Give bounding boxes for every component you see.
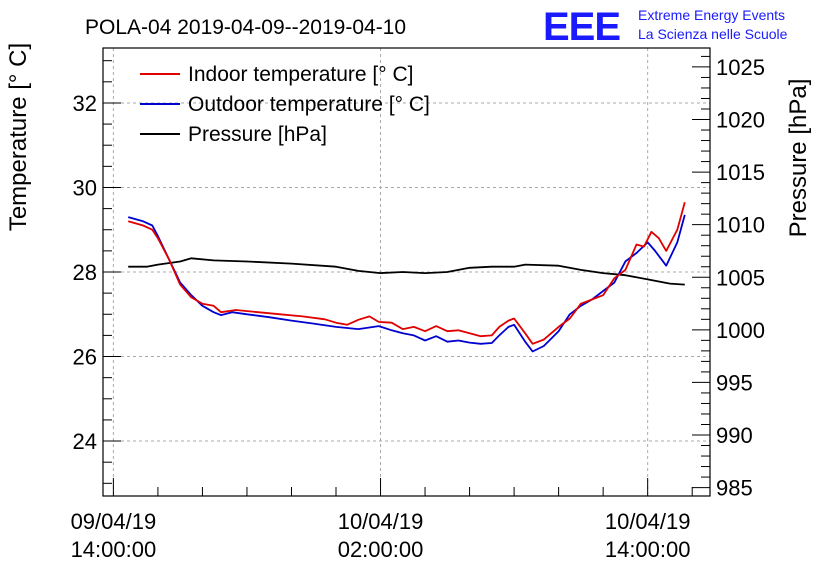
legend-label-pressure: Pressure [hPa] [188, 123, 327, 146]
y2-tick-label: 990 [716, 423, 753, 448]
y2-tick-label: 995 [716, 370, 753, 395]
x-tick-label-date: 10/04/19 [338, 509, 424, 534]
x-tick-label-time: 14:00:00 [605, 537, 691, 562]
y-tick-label: 32 [73, 91, 97, 116]
y-tick-label: 26 [73, 345, 97, 370]
axes-layer: 24 26 28 30 32 985 990 995 1000 1005 1010 1015 1020 1… [71, 55, 765, 562]
org-tagline: La Scienza nelle Scuole [638, 26, 788, 42]
eee-logo-text: EEE [543, 5, 620, 49]
y-tick-label: 28 [73, 260, 97, 285]
y2-tick-label: 1015 [716, 160, 765, 185]
y-axis-label: Temperature [° C] [5, 43, 32, 231]
y2-tick-label: 1025 [716, 55, 765, 80]
y-tick-label: 24 [73, 429, 97, 454]
series-line-indoor [127, 202, 686, 345]
y2-axis-label: Pressure [hPa] [785, 79, 812, 238]
legend-label-indoor: Indoor temperature [° C] [188, 63, 414, 86]
x-tick-label-date: 09/04/19 [71, 509, 157, 534]
series-line-pressure [128, 257, 685, 286]
series-line-outdoor [127, 214, 686, 353]
series-layer [127, 202, 686, 353]
x-tick-label-date: 10/04/19 [605, 509, 691, 534]
org-name: Extreme Energy Events [638, 7, 785, 23]
x-tick-label-time: 14:00:00 [71, 537, 157, 562]
y2-tick-label: 1020 [716, 108, 765, 133]
legend: Indoor temperature [° C] Outdoor temperat… [140, 63, 430, 146]
y-tick-label: 30 [73, 175, 97, 200]
eee-logo: EEE [543, 5, 621, 49]
legend-label-outdoor: Outdoor temperature [° C] [188, 93, 430, 116]
y2-tick-label: 1000 [716, 318, 765, 343]
chart-title: POLA-04 2019-04-09--2019-04-10 [85, 16, 406, 39]
y2-tick-label: 1010 [716, 213, 765, 238]
y2-tick-label: 985 [716, 476, 753, 501]
x-tick-label-time: 02:00:00 [338, 537, 424, 562]
y2-tick-label: 1005 [716, 265, 765, 290]
